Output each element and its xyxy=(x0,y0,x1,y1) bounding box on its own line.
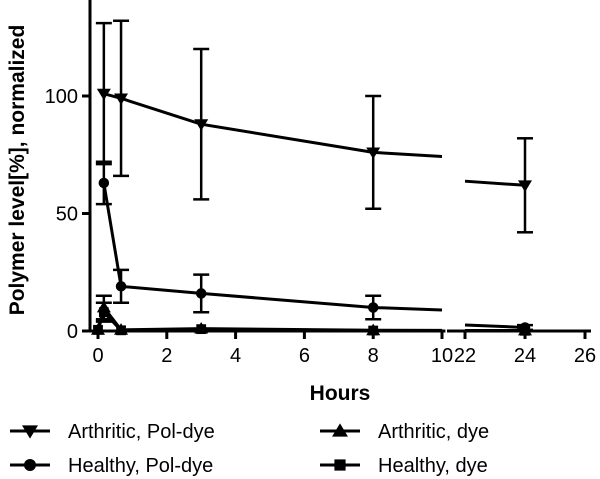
x-tick-label: 6 xyxy=(299,345,310,367)
series-line xyxy=(120,284,202,295)
data-point xyxy=(96,88,111,101)
y-tick-label: 100 xyxy=(45,86,78,108)
legend-marker xyxy=(334,459,346,471)
series-layer xyxy=(91,19,533,336)
data-point xyxy=(91,323,105,335)
x-tick-label: 2 xyxy=(161,345,172,367)
x-tick-label: 26 xyxy=(574,345,596,367)
series-line xyxy=(464,179,526,187)
series-arthritic-dye xyxy=(91,294,532,336)
series-line xyxy=(201,327,374,332)
legend-marker xyxy=(332,423,348,437)
series-line xyxy=(464,323,526,329)
legend-label: Arthritic, dye xyxy=(378,421,489,443)
data-point xyxy=(518,180,532,192)
x-tick-label: 0 xyxy=(92,345,103,367)
data-point xyxy=(366,323,381,336)
series-line xyxy=(373,306,443,312)
x-tick-label: 4 xyxy=(230,345,241,367)
series-healthy-pol-dye xyxy=(95,160,533,333)
legend-item: Healthy, dye xyxy=(320,455,488,477)
data-point xyxy=(194,322,209,334)
legend-marker xyxy=(22,425,38,439)
series-arthritic-pol-dye xyxy=(95,19,533,234)
y-axis-title: Polymer level[%], normalized xyxy=(6,25,29,316)
series-line xyxy=(120,96,202,126)
data-point xyxy=(194,119,209,131)
x-tick-label: 10 xyxy=(431,345,453,367)
data-point xyxy=(114,93,129,105)
legend-item: Healthy, Pol-dye xyxy=(10,455,213,477)
x-tick-label: 22 xyxy=(454,345,476,367)
data-point xyxy=(195,288,207,299)
data-point xyxy=(518,323,532,336)
legend-label: Healthy, dye xyxy=(378,455,488,477)
data-point xyxy=(114,323,129,335)
legend-marker xyxy=(24,459,36,471)
legend-item: Arthritic, Pol-dye xyxy=(10,421,215,443)
data-point xyxy=(115,281,127,292)
legend-item: Arthritic, dye xyxy=(320,421,489,443)
x-tick-label: 24 xyxy=(514,345,536,367)
y-tick-label: 50 xyxy=(56,204,78,226)
x-tick-label: 8 xyxy=(368,345,379,367)
series-line xyxy=(200,122,374,154)
data-point xyxy=(96,300,111,313)
legend-label: Arthritic, Pol-dye xyxy=(68,421,215,443)
data-point xyxy=(366,147,381,160)
data-point xyxy=(98,177,110,189)
x-axis-title: Hours xyxy=(310,382,371,405)
series-line xyxy=(373,150,443,159)
legend: Arthritic, Pol-dye Arthritic, dye Healthy,… xyxy=(10,421,489,477)
data-point xyxy=(367,302,379,313)
legend-label: Healthy, Pol-dye xyxy=(68,455,213,477)
y-tick-label: 0 xyxy=(67,321,78,343)
series-line xyxy=(121,327,202,332)
series-line xyxy=(201,291,374,309)
